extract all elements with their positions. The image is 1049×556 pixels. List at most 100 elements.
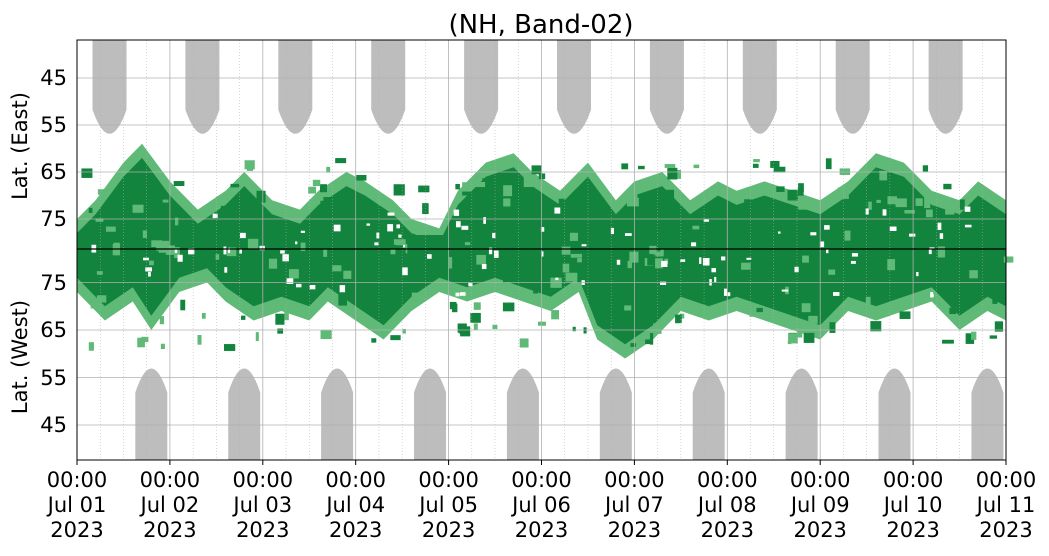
x-tick-label: 00:00: [140, 468, 201, 492]
activity-gap: [723, 288, 728, 296]
activity-gap: [541, 251, 544, 257]
activity-patch: [277, 328, 284, 334]
activity-patch: [214, 254, 220, 260]
activity-gap: [239, 248, 242, 254]
activity-patch: [664, 164, 676, 168]
activity-patch: [406, 260, 415, 266]
x-tick-label: 00:00: [47, 468, 108, 492]
activity-gap: [366, 223, 371, 226]
activity-patch: [151, 240, 163, 251]
activity-patch: [175, 217, 179, 226]
activity-patch: [90, 297, 96, 309]
activity-patch: [242, 269, 247, 274]
activity-gap: [819, 241, 825, 248]
activity-patch: [942, 339, 954, 344]
activity-patch: [753, 159, 760, 163]
activity-patch: [945, 245, 951, 257]
daylight-region-west: [692, 368, 725, 460]
activity-patch: [788, 333, 798, 344]
daylight-region-east: [371, 40, 406, 134]
activity-patch: [519, 338, 529, 348]
activity-gap: [661, 260, 668, 267]
activity-gap: [930, 292, 934, 298]
activity-gap: [461, 225, 469, 230]
x-tick-label: 00:00: [233, 468, 294, 492]
x-tick-label: Jul 09: [789, 493, 850, 517]
activity-patch: [895, 198, 907, 208]
activity-patch: [754, 251, 765, 259]
activity-gap: [616, 259, 621, 265]
activity-gap: [702, 258, 710, 266]
activity-gap: [286, 278, 294, 284]
activity-patch: [474, 181, 486, 188]
activity-patch: [159, 202, 172, 211]
activity-patch: [844, 230, 851, 241]
x-tick-label: 00:00: [976, 468, 1037, 492]
activity-patch: [162, 199, 169, 204]
activity-patch: [649, 333, 654, 345]
activity-patch: [887, 196, 898, 205]
activity-patch: [464, 242, 471, 246]
activity-patch: [570, 253, 582, 258]
activity-gap: [300, 230, 305, 233]
y-tick-label: 55: [40, 113, 67, 137]
activity-patch: [402, 328, 406, 334]
activity-patch: [756, 307, 763, 313]
activity-patch: [630, 343, 636, 347]
y-tick-label: 65: [40, 318, 67, 342]
activity-patch: [222, 240, 230, 249]
activity-patch: [562, 263, 570, 273]
activity-patch: [829, 322, 836, 333]
activity-patch: [513, 290, 518, 297]
x-tick-label: 2023: [793, 518, 846, 542]
activity-patch: [773, 166, 786, 173]
activity-patch: [930, 289, 934, 293]
activity-patch: [752, 163, 759, 168]
activity-patch: [244, 160, 255, 170]
activity-gap: [555, 277, 559, 281]
activity-patch: [629, 251, 639, 263]
activity-patch: [320, 200, 326, 208]
activity-gap: [493, 250, 499, 258]
daylight-region-east: [278, 40, 313, 134]
activity-patch: [112, 243, 120, 256]
activity-gap: [333, 224, 341, 232]
activity-patch: [137, 337, 145, 348]
activity-patch: [554, 229, 563, 235]
x-tick-label: Jul 05: [417, 493, 478, 517]
activity-patch: [335, 158, 347, 164]
activity-patch: [887, 259, 896, 271]
activity-patch: [659, 242, 665, 250]
y-tick-label: 75: [40, 271, 67, 295]
activity-patch: [523, 175, 534, 188]
activity-patch: [95, 279, 102, 290]
activity-gap: [726, 292, 731, 297]
x-tick-label: 2023: [236, 518, 289, 542]
activity-patch: [278, 241, 285, 252]
activity-patch: [652, 323, 662, 334]
activity-patch: [538, 321, 546, 326]
activity-patch: [323, 197, 335, 202]
activity-gap: [554, 207, 561, 214]
activity-patch: [802, 255, 809, 263]
activity-gap: [309, 284, 316, 290]
activity-gap: [280, 250, 285, 254]
activity-patch: [500, 212, 508, 222]
activity-gap: [928, 249, 932, 255]
x-tick-label: Jul 02: [139, 493, 200, 517]
activity-gap: [937, 222, 942, 230]
activity-patch: [390, 249, 396, 255]
activity-patch: [655, 258, 663, 269]
activity-patch: [323, 249, 328, 257]
activity-gap: [699, 257, 702, 264]
activity-gap: [581, 244, 587, 247]
x-tick-label: 2023: [979, 518, 1032, 542]
y-axis-east: 45 55 65 75: [40, 66, 67, 231]
activity-patch: [142, 258, 148, 267]
daylight-region-east: [92, 40, 127, 134]
plot-area: [76, 39, 1014, 461]
activity-patch: [931, 220, 937, 226]
activity-gap: [376, 232, 380, 239]
activity-patch: [211, 249, 216, 261]
activity-patch: [149, 260, 154, 266]
